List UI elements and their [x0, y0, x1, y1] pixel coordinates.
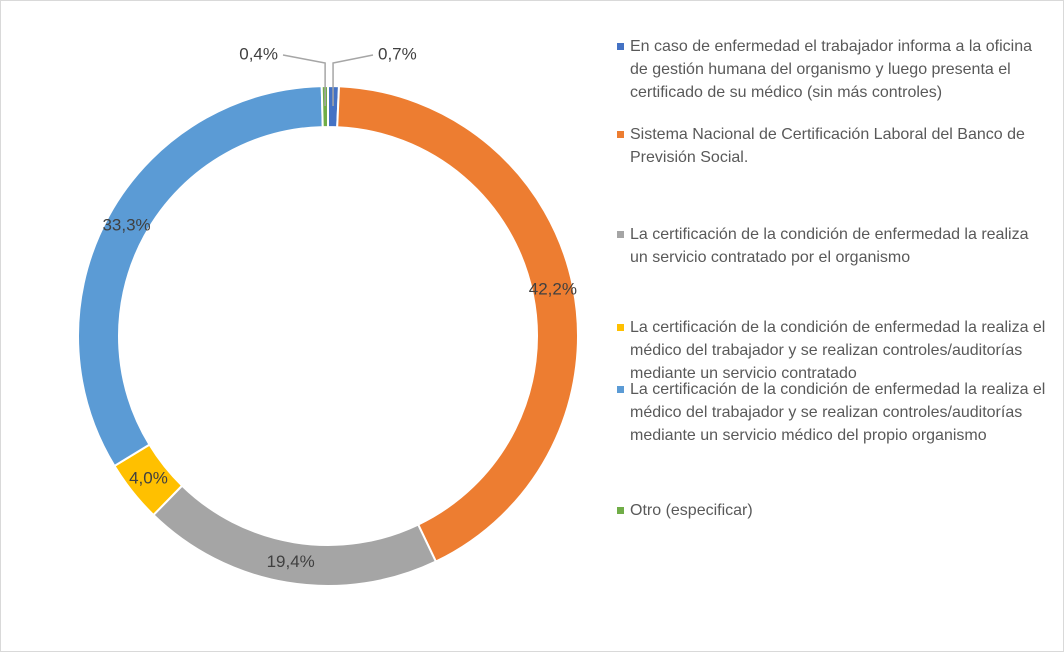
- data-label: 19,4%: [267, 552, 315, 571]
- data-label: 4,0%: [129, 468, 168, 487]
- legend-swatch: [617, 43, 624, 50]
- legend-entry: La certificación de la condición de enfe…: [617, 378, 1047, 447]
- legend-entry: La certificación de la condición de enfe…: [617, 223, 1047, 269]
- data-label: 0,7%: [378, 44, 417, 63]
- legend-swatch: [617, 324, 624, 331]
- legend-swatch: [617, 231, 624, 238]
- legend-label: La certificación de la condición de enfe…: [630, 226, 1029, 266]
- legend-entry: Sistema Nacional de Certificación Labora…: [617, 123, 1047, 169]
- legend-label: La certificación de la condición de enfe…: [630, 319, 1046, 382]
- legend-swatch: [617, 507, 624, 514]
- leader-line: [282, 54, 326, 107]
- data-label: 42,2%: [529, 280, 577, 299]
- donut-segment: [336, 85, 579, 563]
- legend-swatch: [617, 386, 624, 393]
- legend-swatch: [617, 131, 624, 138]
- legend-label: Otro (especificar): [630, 502, 753, 519]
- data-label: 0,4%: [239, 44, 278, 63]
- legend-entry: Otro (especificar): [617, 499, 1047, 522]
- legend-label: En caso de enfermedad el trabajador info…: [630, 38, 1033, 101]
- leader-line: [332, 54, 374, 107]
- legend-label: Sistema Nacional de Certificación Labora…: [630, 126, 1025, 166]
- legend-label: La certificación de la condición de enfe…: [630, 381, 1046, 444]
- donut-segment: [320, 84, 329, 129]
- legend-entry: En caso de enfermedad el trabajador info…: [617, 35, 1047, 104]
- data-label: 33,3%: [102, 216, 150, 235]
- legend-entry: La certificación de la condición de enfe…: [617, 316, 1047, 385]
